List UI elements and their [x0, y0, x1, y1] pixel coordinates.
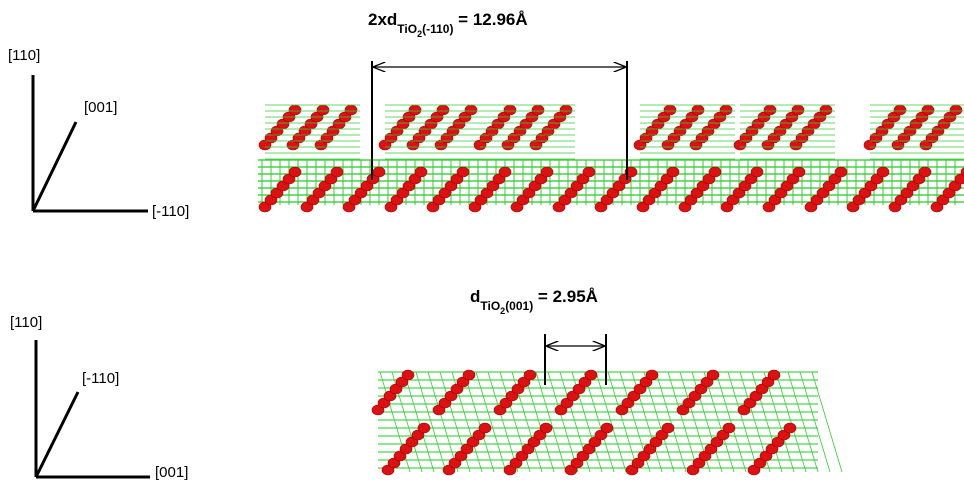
bond	[524, 372, 554, 472]
figure: [110] [001] [-110] [110] [-110] [001] 2x…	[0, 0, 964, 486]
atom	[720, 105, 732, 115]
symbol: d	[470, 287, 480, 306]
atom	[415, 167, 427, 177]
atom	[289, 105, 301, 115]
atom	[792, 105, 804, 115]
atom	[331, 167, 343, 177]
value: = 12.96Å	[453, 10, 527, 29]
crystal-structures	[258, 105, 964, 475]
measurement-label: dTiO2(001) = 2.95Å	[470, 287, 598, 316]
axis-label: [110]	[10, 314, 42, 331]
atom	[662, 423, 674, 433]
measurement-bracket	[545, 334, 606, 385]
atom	[437, 105, 449, 115]
atom	[950, 105, 962, 115]
atom	[583, 167, 595, 177]
value: = 2.95Å	[533, 287, 598, 306]
atom	[877, 167, 889, 177]
bond	[776, 372, 806, 472]
axis-label: [001]	[84, 99, 117, 116]
atom	[709, 167, 721, 177]
atom	[541, 167, 553, 177]
bond	[728, 372, 758, 472]
measurement-label: 2xdTiO2(-110) = 12.96Å	[368, 10, 528, 39]
atom	[664, 105, 676, 115]
atom	[768, 370, 780, 380]
atom	[524, 370, 536, 380]
axis-label: [110]	[8, 47, 40, 64]
atom	[793, 167, 805, 177]
atom	[409, 105, 421, 115]
atom	[504, 105, 516, 115]
axes-bottom	[36, 340, 150, 477]
axis-label: [-110]	[82, 370, 119, 387]
bond	[800, 372, 830, 472]
atom	[540, 423, 552, 433]
atom	[345, 105, 357, 115]
atom	[532, 105, 544, 115]
atom	[667, 167, 679, 177]
atom	[317, 105, 329, 115]
bond	[596, 372, 626, 472]
bond	[716, 372, 746, 472]
atom	[585, 370, 597, 380]
atom	[922, 105, 934, 115]
atom	[402, 370, 414, 380]
atom	[646, 370, 658, 380]
subscript: TiO	[397, 22, 417, 36]
atom	[479, 423, 491, 433]
atom	[457, 167, 469, 177]
atom	[751, 167, 763, 177]
subscript: TiO	[480, 299, 500, 313]
bond	[476, 372, 506, 472]
bond	[536, 372, 566, 472]
atom	[499, 167, 511, 177]
atom	[820, 105, 832, 115]
bond	[464, 372, 494, 472]
atom	[373, 167, 385, 177]
symbol: 2xd	[368, 10, 397, 29]
plane: (-110)	[422, 22, 453, 36]
atom	[919, 167, 931, 177]
axis-label: [001]	[155, 464, 188, 481]
axes-top	[33, 75, 148, 211]
atom	[784, 423, 796, 433]
bond	[668, 372, 698, 472]
atom	[764, 105, 776, 115]
bond	[788, 372, 818, 472]
bond	[812, 372, 842, 472]
bond	[404, 372, 434, 472]
atom	[418, 423, 430, 433]
bond	[656, 372, 686, 472]
atom	[692, 105, 704, 115]
atom	[894, 105, 906, 115]
atom	[465, 105, 477, 115]
atom	[707, 370, 719, 380]
bond	[416, 372, 446, 472]
atom	[723, 423, 735, 433]
axis-label: [-110]	[152, 203, 189, 220]
plane: (001)	[505, 299, 533, 313]
atom	[289, 167, 301, 177]
atom	[560, 105, 572, 115]
atom	[601, 423, 613, 433]
atom	[463, 370, 475, 380]
bond	[608, 372, 638, 472]
atom	[835, 167, 847, 177]
